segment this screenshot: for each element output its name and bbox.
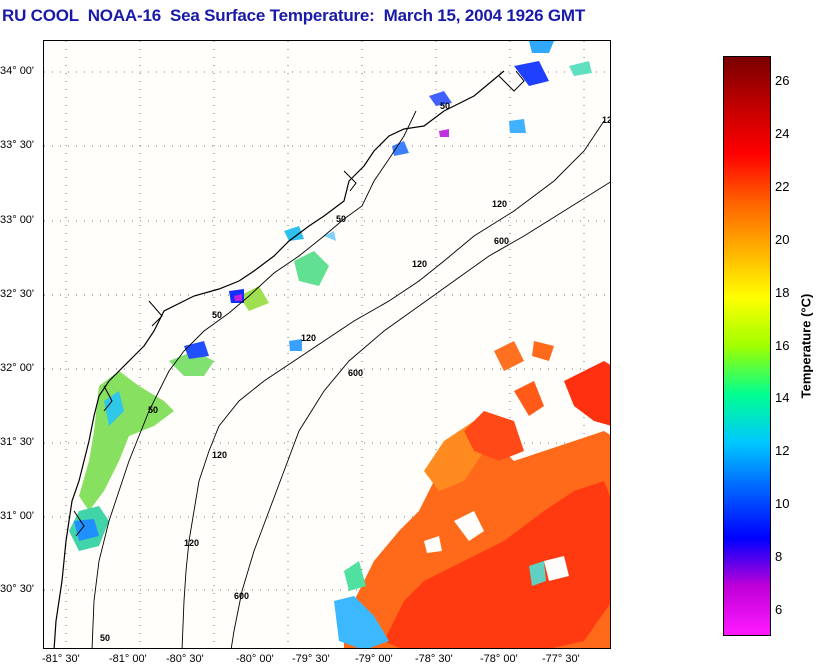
colorbar-tick-label: 8 <box>775 549 783 564</box>
coastline <box>73 510 85 537</box>
isobath-120 <box>181 120 605 648</box>
colorbar-tick-label: 20 <box>775 232 790 247</box>
coastal-water-patch <box>79 371 174 511</box>
cool-water-patch <box>529 561 546 586</box>
lon-label: -79° 30' <box>292 653 330 665</box>
contour-label: 120 <box>212 450 227 460</box>
colorbar-tick-label: 22 <box>775 179 790 194</box>
isobath-600 <box>230 181 610 648</box>
coastal-water-patch <box>289 339 302 351</box>
lat-label: 34° 00' <box>0 65 35 77</box>
cloud-gap <box>454 511 484 541</box>
coastline <box>498 70 525 92</box>
coastal-water-patch <box>104 391 124 426</box>
coastal-water-patch <box>514 61 549 86</box>
temperature-colorbar <box>723 56 771 636</box>
lon-label: -78° 00' <box>480 653 518 665</box>
contour-label: 50 <box>336 214 346 224</box>
lat-label: 33° 00' <box>0 214 35 226</box>
contour-label: 50 <box>148 405 158 415</box>
warm-water-patch <box>532 341 554 361</box>
lat-label: 32° 00' <box>0 362 35 374</box>
coastal-water-patch <box>429 91 452 106</box>
coastal-water-patch <box>74 519 99 541</box>
lon-label: -81° 30' <box>42 653 80 665</box>
contour-label: 50 <box>100 633 110 643</box>
coastal-water-patch <box>239 286 269 311</box>
colorbar-tick-label: 14 <box>775 390 790 405</box>
colorbar-tick-label: 24 <box>775 126 790 141</box>
coastal-water-patch <box>569 61 592 76</box>
coastal-water-patch <box>392 141 409 156</box>
coastal-water-patch <box>324 231 336 241</box>
contour-label: 50 <box>212 310 222 320</box>
lon-label: -78° 30' <box>415 653 453 665</box>
warm-water-patch <box>514 381 544 416</box>
contour-label: 120 <box>184 538 199 548</box>
sst-patches <box>69 41 610 648</box>
contour-label: 600 <box>348 368 363 378</box>
lon-label: -80° 00' <box>236 653 274 665</box>
colorbar-tick-label: 16 <box>775 338 790 353</box>
map-title: RU COOL NOAA-16 Sea Surface Temperature:… <box>2 6 586 25</box>
colorbar-tick-label: 18 <box>775 285 790 300</box>
coastal-water-patch <box>284 226 304 241</box>
coastal-water-patch <box>234 294 242 301</box>
warm-water-patch <box>564 361 610 426</box>
cloud-gap <box>544 556 569 581</box>
lat-label: 31° 30' <box>0 436 35 448</box>
coastline <box>343 170 357 192</box>
cool-water-patch <box>344 561 366 591</box>
sst-map: 50 50 50 50 50 120 120 120 120 120 120 6… <box>44 41 611 648</box>
warm-water-patch <box>464 411 524 461</box>
lon-label: -80° 30' <box>166 653 204 665</box>
lon-label: -81° 00' <box>109 653 147 665</box>
coastal-water-patch <box>439 129 449 137</box>
lat-label: 33° 30' <box>0 139 35 151</box>
contour-label: 600 <box>494 236 509 246</box>
coastline <box>53 70 505 648</box>
coastal-water-patch <box>529 41 554 53</box>
coastal-water-patch <box>509 119 526 133</box>
contour-label: 50 <box>440 101 450 111</box>
contour-label: 120 <box>602 115 611 125</box>
coastal-water-patch <box>169 351 214 376</box>
colorbar-tick-label: 12 <box>775 443 790 458</box>
warm-water-patch <box>384 481 610 648</box>
colorbar-tick-label: 10 <box>775 496 790 511</box>
contour-label: 120 <box>492 199 507 209</box>
coastline <box>103 385 113 412</box>
contour-label: 120 <box>301 333 316 343</box>
lon-label: -77° 30' <box>542 653 580 665</box>
coastal-water-patch <box>184 341 209 359</box>
colorbar-tick-label: 6 <box>775 602 783 617</box>
contour-label: 120 <box>412 259 427 269</box>
lat-label: 32° 30' <box>0 288 35 300</box>
cool-water-patch <box>334 596 389 648</box>
isobath-50 <box>91 110 417 648</box>
cloud-gap <box>424 536 442 553</box>
lat-label: 31° 00' <box>0 510 35 522</box>
map-panel: 50 50 50 50 50 120 120 120 120 120 120 6… <box>43 40 611 649</box>
lat-label: 30° 30' <box>0 583 35 595</box>
contour-label: 600 <box>234 591 249 601</box>
colorbar-label: Temperature (°C) <box>798 293 814 399</box>
coastline <box>148 300 163 327</box>
coastal-water-patch <box>294 251 329 286</box>
warm-water-patch <box>494 341 524 371</box>
colorbar-tick-label: 26 <box>775 73 790 88</box>
lon-label: -79° 00' <box>355 653 393 665</box>
